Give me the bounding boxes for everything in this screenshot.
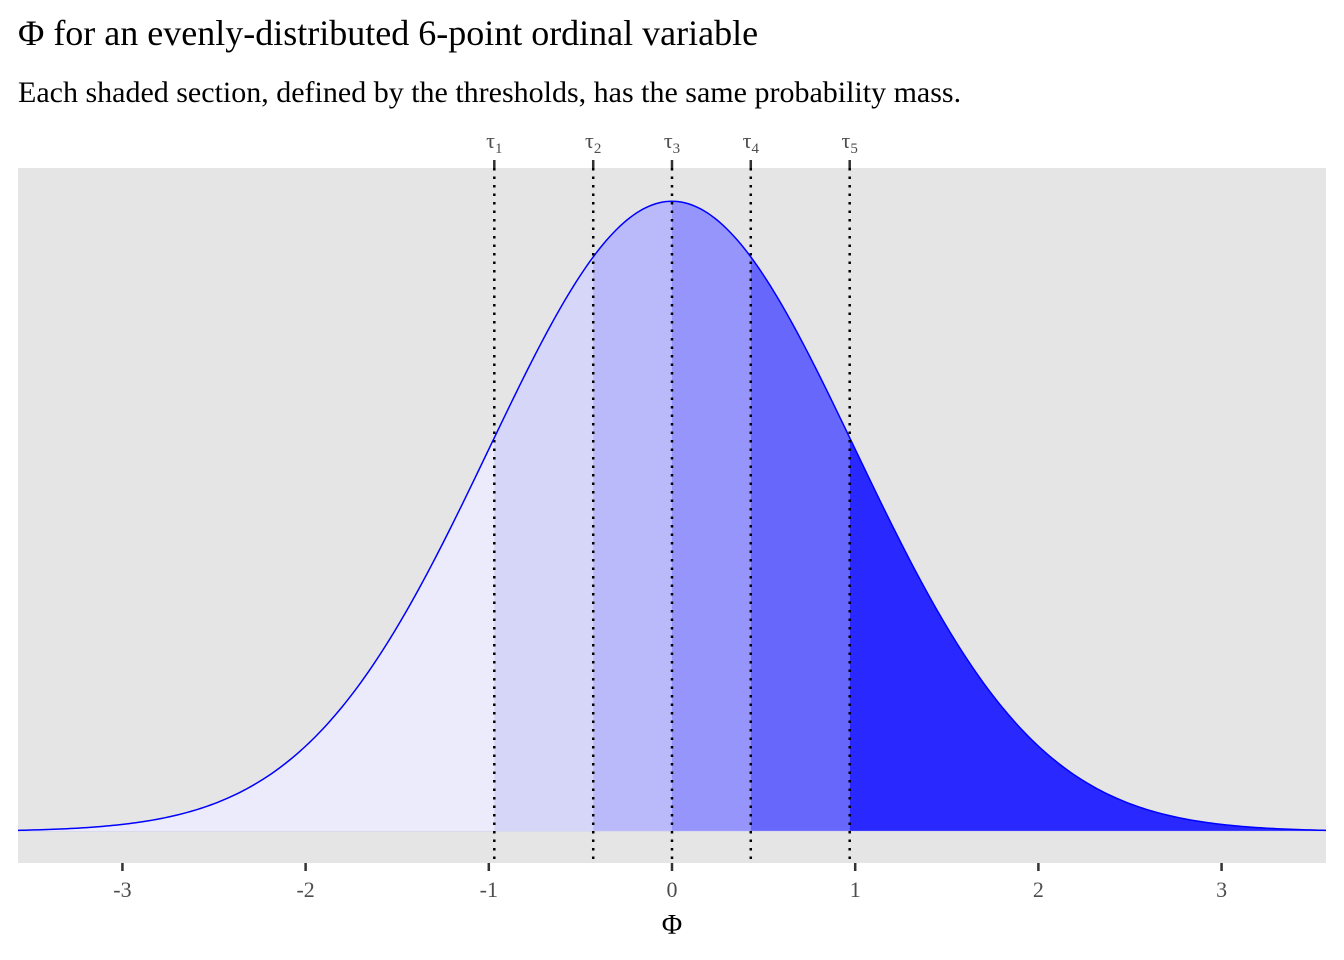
threshold-lines: τ1 τ2 τ3 τ4 τ5 [486,128,858,863]
density-curve [17,200,1327,832]
threshold-label-5: τ5 [842,128,858,157]
x-tick-label: 3 [1216,877,1227,902]
chart-subtitle: Each shaded section, defined by the thre… [18,76,962,109]
threshold-label-4: τ4 [743,128,760,157]
x-tick-label: 2 [1033,877,1044,902]
threshold-label-1: τ1 [486,128,502,157]
x-tick-label: -3 [113,877,131,902]
threshold-label-2: τ2 [585,128,601,157]
section-6 [849,437,1326,832]
x-tick-label: 1 [850,877,861,902]
section-1 [18,437,495,832]
chart-title: Φ for an evenly-distributed 6-point ordi… [18,13,759,53]
x-axis-title: Φ [662,910,682,941]
section-5 [750,256,850,832]
section-3 [593,201,672,832]
section-4 [672,201,751,832]
x-axis: -3 -2 -1 0 1 2 3 [113,863,1227,902]
threshold-label-3: τ3 [664,128,680,157]
section-2 [494,256,594,832]
shaded-sections [18,201,1326,832]
x-tick-label: -2 [296,877,314,902]
x-tick-label: 0 [667,877,678,902]
x-tick-label: -1 [480,877,498,902]
